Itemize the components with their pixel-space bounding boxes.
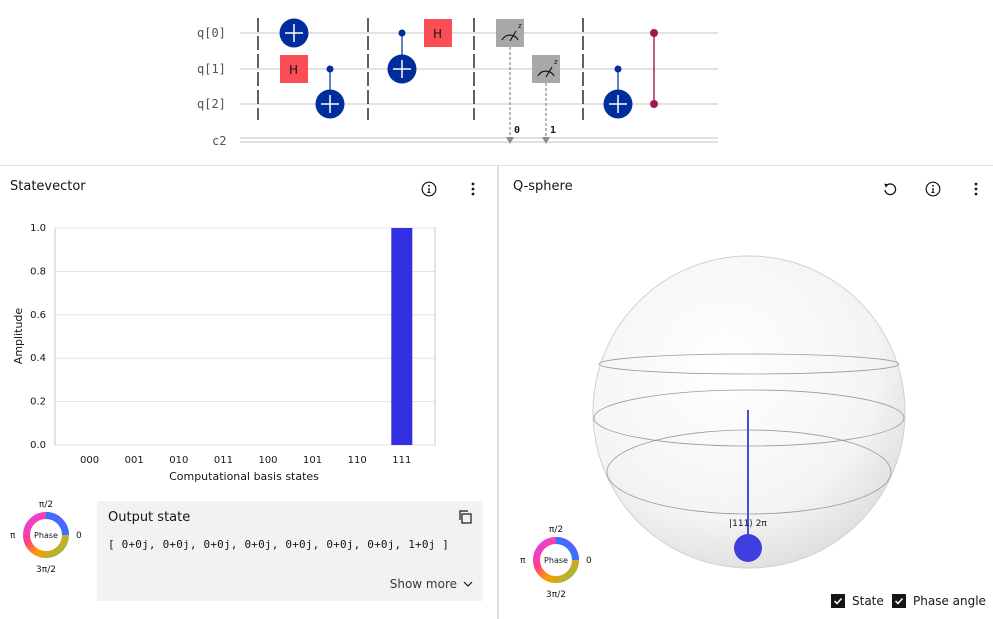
x-tick-label: 000 xyxy=(80,455,99,466)
svg-text:3π/2: 3π/2 xyxy=(36,565,56,575)
chart-gridlines xyxy=(54,227,436,446)
reset-view-icon[interactable] xyxy=(878,177,902,201)
panel-divider xyxy=(497,166,499,619)
info-icon[interactable] xyxy=(921,177,945,201)
output-state-title: Output state xyxy=(108,510,191,525)
chart-frame xyxy=(54,227,436,446)
statevector-chart: 0.0 0.2 0.4 0.6 0.8 1.0 000 001 010 011 100 101 110… xyxy=(12,223,436,483)
svg-text:0: 0 xyxy=(76,531,82,541)
output-state-value: [ 0+0j, 0+0j, 0+0j, 0+0j, 0+0j, 0+0j, 0+… xyxy=(108,538,450,551)
x-gate-q0[interactable] xyxy=(279,18,309,48)
svg-text:Phase: Phase xyxy=(544,556,568,565)
chart-bars xyxy=(391,228,413,445)
svg-text:H: H xyxy=(289,63,298,77)
y-tick-label: 0.6 xyxy=(30,310,46,321)
x-tick-label: 010 xyxy=(169,455,188,466)
measure-gate-q0[interactable]: z 0 xyxy=(496,19,524,144)
statevector-title: Statevector xyxy=(10,179,86,194)
chevron-down-icon xyxy=(463,581,473,587)
copy-icon[interactable] xyxy=(457,509,473,525)
svg-text:π: π xyxy=(10,531,16,541)
svg-text:Phase: Phase xyxy=(34,531,58,540)
phase-angle-checkbox[interactable]: Phase angle xyxy=(892,594,986,608)
measure-gate-q1[interactable]: z 1 xyxy=(532,55,560,144)
x-tick-label: 100 xyxy=(258,455,277,466)
y-tick-label: 0.8 xyxy=(30,266,46,277)
info-icon[interactable] xyxy=(417,177,441,201)
x-tick-label: 011 xyxy=(214,455,233,466)
x-tick-label: 110 xyxy=(348,455,367,466)
qubit-label-q0: q[0] xyxy=(197,26,226,40)
phase-wheel-qsphere: Phase π/2 π 0 3π/2 xyxy=(520,525,592,600)
overflow-menu-icon[interactable] xyxy=(461,177,485,201)
checkmark-icon xyxy=(892,594,906,608)
qsphere-title: Q-sphere xyxy=(513,179,573,194)
cnot-q1-q2[interactable] xyxy=(315,65,345,119)
svg-text:3π/2: 3π/2 xyxy=(546,590,566,600)
y-tick-label: 1.0 xyxy=(30,223,46,234)
phase-wheel-statevector: Phase π/2 π 0 3π/2 xyxy=(10,500,82,575)
circuit-diagram: q[0] q[1] q[2] c2 H H xyxy=(197,18,718,148)
x-tick-label: 101 xyxy=(303,455,322,466)
svg-text:π/2: π/2 xyxy=(549,525,563,535)
y-axis-label: Amplitude xyxy=(12,308,25,365)
show-more-button[interactable]: Show more xyxy=(390,577,473,591)
measure-bit-1: 1 xyxy=(550,125,556,136)
state-label: |111⟩ 2π xyxy=(729,519,767,529)
cnot-q0-q1[interactable] xyxy=(387,29,417,84)
bar-111[interactable] xyxy=(391,228,413,445)
show-more-label: Show more xyxy=(389,577,457,591)
qsphere-visualization[interactable]: |111⟩ 2π xyxy=(500,230,993,580)
x-tick-labels: 000 001 010 011 100 101 110 111 xyxy=(80,455,411,466)
y-tick-label: 0.0 xyxy=(30,440,46,451)
x-tick-label: 001 xyxy=(125,455,144,466)
measure-bit-0: 0 xyxy=(514,125,520,136)
y-tick-labels: 0.0 0.2 0.4 0.6 0.8 1.0 xyxy=(30,223,46,451)
circuit-divider xyxy=(0,165,993,166)
overflow-menu-icon[interactable] xyxy=(964,177,988,201)
qubit-label-q1: q[1] xyxy=(197,62,226,76)
phase-angle-checkbox-label: Phase angle xyxy=(913,594,986,608)
x-tick-label: 111 xyxy=(392,455,411,466)
state-checkbox[interactable]: State xyxy=(831,594,884,608)
svg-text:π: π xyxy=(520,556,526,566)
svg-text:H: H xyxy=(433,27,442,41)
svg-text:π/2: π/2 xyxy=(39,500,53,510)
barriers xyxy=(257,18,584,120)
classical-label-c2: c2 xyxy=(212,134,226,148)
state-checkbox-label: State xyxy=(852,594,884,608)
h-gate-q1[interactable]: H xyxy=(280,55,308,83)
qubit-label-q2: q[2] xyxy=(197,97,226,111)
output-state-panel: Output state [ 0+0j, 0+0j, 0+0j, 0+0j, 0… xyxy=(97,501,483,601)
svg-text:0: 0 xyxy=(586,556,592,566)
cz-gate-q0-q2[interactable] xyxy=(650,29,658,108)
y-tick-label: 0.4 xyxy=(30,353,46,364)
checkmark-icon xyxy=(831,594,845,608)
latitude-ring-top xyxy=(598,353,900,375)
x-axis-label: Computational basis states xyxy=(169,470,319,483)
y-tick-label: 0.2 xyxy=(30,397,46,408)
cnot-q1-q2-second[interactable] xyxy=(603,65,633,119)
svg-text:z: z xyxy=(518,22,522,30)
svg-text:z: z xyxy=(554,58,558,66)
h-gate-q0[interactable]: H xyxy=(424,19,452,47)
state-marker xyxy=(734,534,762,562)
